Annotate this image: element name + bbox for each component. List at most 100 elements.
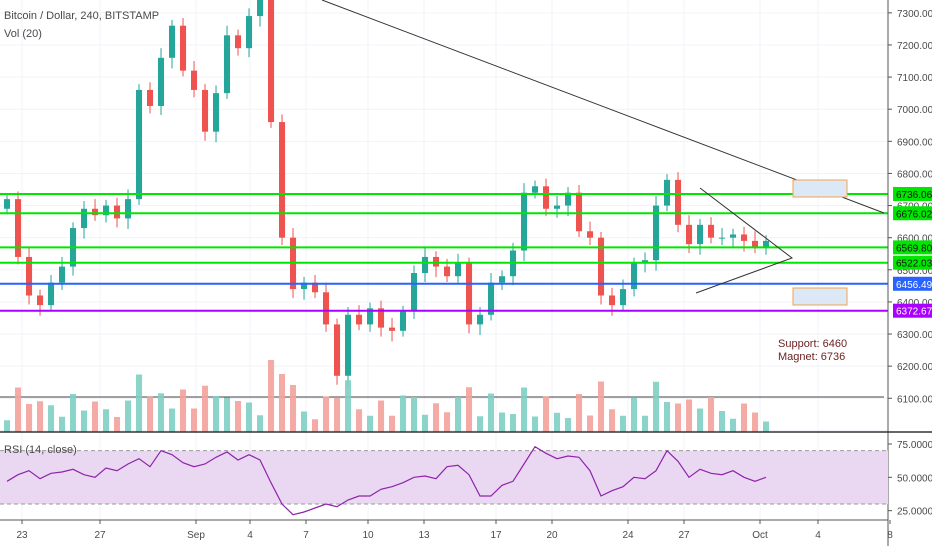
volume-bar [213, 396, 220, 432]
price-level-tag-label: 6522.03 [896, 259, 932, 270]
descending-trendline [321, 0, 885, 214]
candle-body [653, 205, 660, 261]
price-tick-label: 6800.00 [897, 169, 932, 180]
volume-bar [422, 414, 429, 432]
price-level-tag-label: 6736.06 [896, 190, 932, 201]
candle-body [136, 89, 143, 200]
candle-body [598, 237, 605, 296]
candle-body [389, 327, 396, 331]
candle-body [323, 292, 330, 325]
candle-body [92, 208, 99, 216]
candle-body [279, 122, 286, 238]
volume-bar [290, 385, 297, 432]
candle-body [15, 199, 22, 257]
candle-body [301, 282, 308, 290]
price-tick-label: 6200.00 [897, 362, 932, 373]
volume-bar [345, 380, 352, 432]
magnet-note: Magnet: 6736 [778, 351, 846, 363]
candle-body [576, 192, 583, 232]
volume-bar [719, 411, 726, 432]
volume-bar [411, 397, 418, 432]
candle-body [356, 314, 363, 325]
volume-bar [631, 398, 638, 432]
candle-body [609, 295, 616, 306]
volume-bar [444, 412, 451, 432]
rsi-indicator-label: RSI (14, close) [4, 444, 77, 456]
symbol-title: Bitcoin / Dollar, 240, BITSTAMP [4, 10, 160, 22]
time-tick-label: 24 [622, 530, 634, 541]
price-level-tag [893, 240, 932, 255]
volume-bar [664, 402, 671, 432]
candle-body [191, 70, 198, 90]
time-tick-label: Sep [187, 530, 205, 541]
volume-bar [642, 415, 649, 432]
price-axis-bg [888, 0, 932, 550]
candle-body [752, 240, 759, 248]
volume-bar [279, 374, 286, 432]
volume-bar [268, 360, 275, 432]
candle-body [367, 308, 374, 325]
price-level-tag [893, 255, 932, 270]
volume-bar [59, 416, 66, 432]
candle-body [466, 263, 473, 325]
price-tick-label: 6300.00 [897, 330, 932, 341]
time-tick-label: 27 [94, 530, 106, 541]
volume-bar [587, 415, 594, 432]
volume-bar [400, 395, 407, 432]
candle-body [521, 192, 528, 251]
volume-bar [4, 420, 11, 432]
time-tick-label: 27 [678, 530, 690, 541]
volume-bar [169, 408, 176, 432]
candle-body [378, 308, 385, 328]
candle-body [169, 25, 176, 58]
candle-body [708, 224, 715, 238]
volume-bar [301, 411, 308, 432]
volume-bar [521, 387, 528, 432]
candle-body [202, 89, 209, 132]
candle-body [147, 89, 154, 106]
volume-bar [433, 403, 440, 432]
candle-body [345, 314, 352, 376]
rsi-band [0, 450, 888, 504]
candle-body [763, 240, 770, 248]
candle-body [675, 179, 682, 225]
volume-bar [576, 394, 583, 432]
candle-body [697, 224, 704, 245]
volume-bar [378, 400, 385, 432]
price-level-tag [893, 303, 932, 318]
volume-bar [620, 415, 627, 432]
price-level-tag [893, 186, 932, 201]
volume-bar [554, 412, 561, 432]
candle-body [37, 295, 44, 306]
price-tick-label: 7100.00 [897, 73, 932, 84]
volume-bar [246, 402, 253, 432]
candle-body [565, 192, 572, 206]
candle-body [213, 93, 220, 132]
volume-bar [532, 416, 539, 432]
candle-body [26, 256, 33, 296]
volume-bar [708, 397, 715, 432]
price-tick-label: 7200.00 [897, 41, 932, 52]
candle-body [620, 289, 627, 306]
volume-bar [653, 381, 660, 432]
volume-bar [312, 419, 319, 432]
volume-bar [257, 415, 264, 432]
candle-body [334, 324, 341, 376]
volume-bar [389, 415, 396, 432]
rsi-tick-label: 75.0000 [897, 440, 932, 451]
volume-bar [477, 416, 484, 432]
target-box-lower [792, 287, 848, 306]
candle-body [488, 282, 495, 315]
candle-body [312, 282, 319, 293]
volume-bar [235, 401, 242, 432]
price-tick-label: 6500.00 [897, 266, 932, 277]
candle-body [719, 237, 726, 239]
price-level-tag [893, 206, 932, 221]
time-tick-label: 10 [362, 530, 374, 541]
price-tick-label: 6900.00 [897, 137, 932, 148]
candle-body [114, 205, 121, 219]
volume-bar [37, 401, 44, 432]
time-tick-label: 4 [247, 530, 253, 541]
